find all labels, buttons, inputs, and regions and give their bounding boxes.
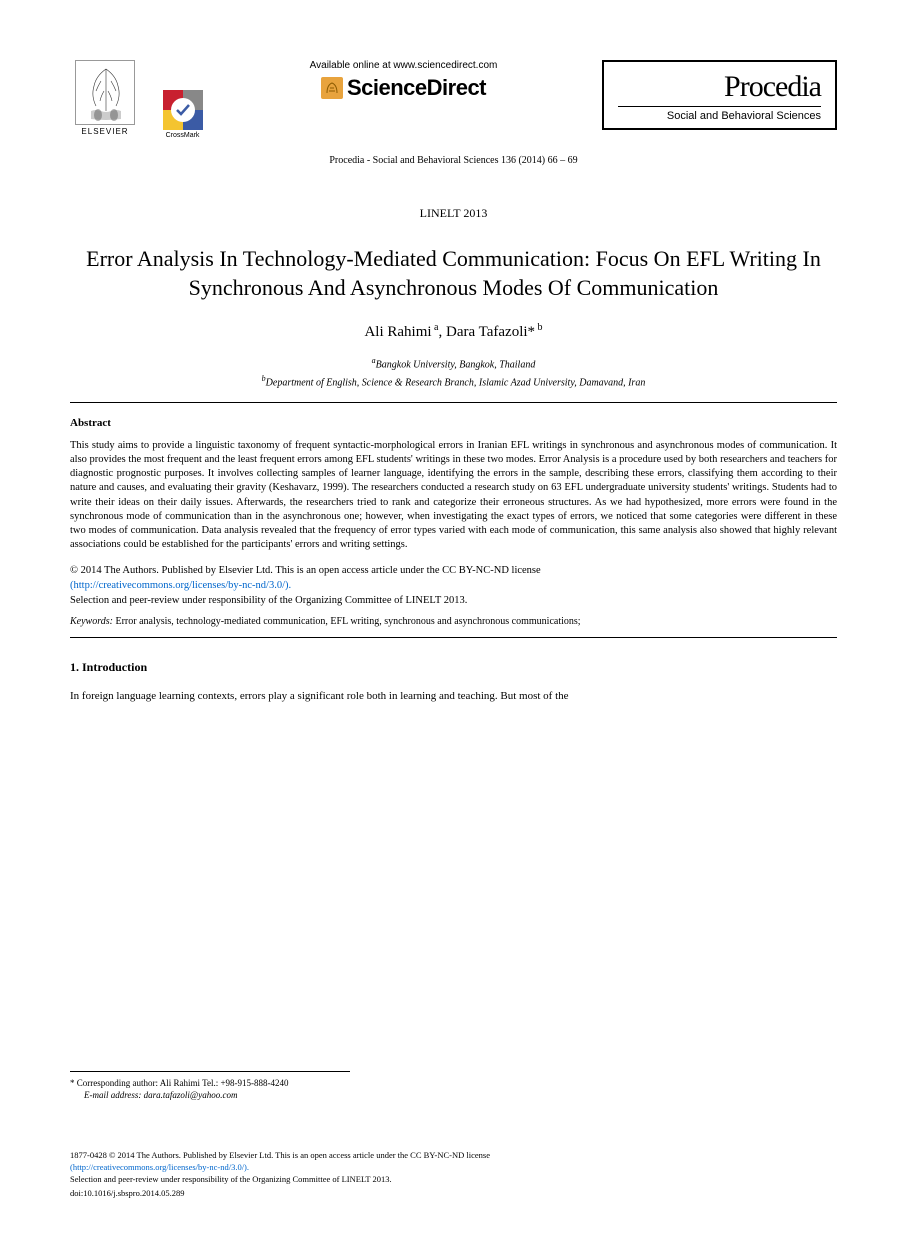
crossmark-logo[interactable]: CrossMark (160, 90, 205, 145)
conference-name: LINELT 2013 (70, 206, 837, 221)
email-label: E-mail address: (84, 1090, 141, 1100)
footer-selection: Selection and peer-review under responsi… (70, 1174, 392, 1184)
author-1: Ali Rahimi (364, 324, 431, 340)
introduction-text: In foreign language learning contexts, e… (70, 689, 837, 704)
doi-line: doi:10.1016/j.sbspro.2014.05.289 (70, 1188, 837, 1198)
introduction-heading: 1. Introduction (70, 660, 837, 675)
center-header-block: Available online at www.sciencedirect.co… (205, 60, 602, 101)
corresponding-author: * Corresponding author: Ali Rahimi Tel.:… (70, 1071, 350, 1088)
elsevier-logo: ELSEVIER (70, 60, 140, 145)
author-2: Dara Tafazoli* (446, 324, 535, 340)
footer-block: * Corresponding author: Ali Rahimi Tel.:… (70, 1071, 837, 1198)
abstract-text: This study aims to provide a linguistic … (70, 439, 837, 552)
article-title: Error Analysis In Technology-Mediated Co… (70, 245, 837, 302)
authors-line: Ali Rahimi a, Dara Tafazoli* b (70, 322, 837, 341)
header-row: ELSEVIER CrossMark Available online at w… (70, 60, 837, 145)
procedia-subtitle: Social and Behavioral Sciences (618, 106, 821, 122)
abstract-heading: Abstract (70, 417, 837, 429)
procedia-title: Procedia (618, 70, 821, 104)
crossmark-icon (163, 90, 203, 130)
affil-b-text: Department of English, Science & Researc… (266, 377, 646, 388)
footer-license-link[interactable]: (http://creativecommons.org/licenses/by-… (70, 1162, 249, 1172)
keywords-line: Keywords: Error analysis, technology-med… (70, 616, 837, 627)
elsevier-label: ELSEVIER (81, 127, 128, 136)
author-separator: , (439, 324, 447, 340)
affiliations-block: aBangkok University, Bangkok, Thailand b… (70, 355, 837, 390)
available-online-text: Available online at www.sciencedirect.co… (205, 60, 602, 71)
copyright-line2: Selection and peer-review under responsi… (70, 595, 467, 606)
keywords-text: Error analysis, technology-mediated comm… (113, 616, 581, 627)
sciencedirect-icon (321, 77, 343, 99)
elsevier-tree-icon (75, 60, 135, 125)
affiliation-b: bDepartment of English, Science & Resear… (70, 373, 837, 390)
author-1-affil: a (432, 322, 439, 333)
email-address: dara.tafazoli@yahoo.com (141, 1090, 237, 1100)
author-2-affil: b (535, 322, 543, 333)
sciencedirect-label: ScienceDirect (347, 75, 486, 101)
affiliation-a: aBangkok University, Bangkok, Thailand (70, 355, 837, 372)
email-line: E-mail address: dara.tafazoli@yahoo.com (84, 1090, 837, 1100)
copyright-block: © 2014 The Authors. Published by Elsevie… (70, 564, 837, 608)
keywords-label: Keywords: (70, 616, 113, 627)
divider-bottom (70, 637, 837, 638)
footer-issn: 1877-0428 © 2014 The Authors. Published … (70, 1150, 490, 1160)
crossmark-label: CrossMark (166, 132, 200, 139)
citation-line: Procedia - Social and Behavioral Science… (70, 155, 837, 166)
affil-a-text: Bangkok University, Bangkok, Thailand (376, 360, 536, 371)
copyright-line1: © 2014 The Authors. Published by Elsevie… (70, 565, 541, 576)
procedia-journal-box: Procedia Social and Behavioral Sciences (602, 60, 837, 130)
license-link[interactable]: (http://creativecommons.org/licenses/by-… (70, 580, 291, 591)
footer-copyright: 1877-0428 © 2014 The Authors. Published … (70, 1150, 837, 1186)
divider-top (70, 402, 837, 403)
left-logos: ELSEVIER CrossMark (70, 60, 205, 145)
sciencedirect-brand: ScienceDirect (205, 75, 602, 101)
